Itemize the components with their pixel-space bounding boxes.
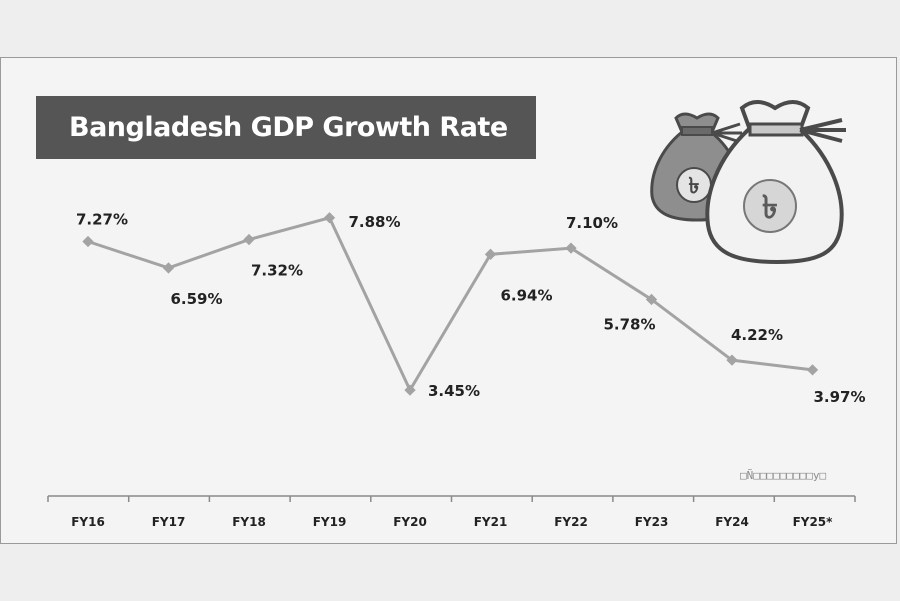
data-label-fy22: 7.10%: [566, 214, 618, 232]
data-point-fy19: [323, 212, 336, 224]
data-label-fy24: 4.22%: [731, 326, 783, 344]
watermark-text: □Ñ□□□□□□□□□y□: [740, 469, 827, 482]
data-point-fy20: [404, 384, 416, 396]
x-tick-label-fy22: FY22: [554, 515, 588, 529]
data-point-fy24: [726, 354, 738, 366]
x-axis-tick-labels: FY16 FY17 FY18 FY19 FY20 FY21 FY22 FY23 FY24 FY25…: [71, 515, 833, 529]
data-label-fy19: 7.88%: [348, 213, 400, 231]
data-label-fy16: 7.27%: [76, 211, 128, 229]
x-tick-label-fy18: FY18: [232, 515, 266, 529]
x-tick-label-fy23: FY23: [635, 515, 669, 529]
data-point-fy21: [484, 248, 497, 260]
taka-sign-icon: ৳: [762, 188, 778, 226]
x-axis-ticks: [47, 496, 856, 502]
money-bag-icon: ৳: [705, 100, 846, 265]
data-label-fy21: 6.94%: [500, 286, 552, 304]
data-label-fy25-star: 3.97%: [813, 388, 865, 406]
data-point-fy25-star: [806, 364, 819, 376]
chart-title: Bangladesh GDP Growth Rate: [69, 112, 508, 143]
data-label-fy17: 6.59%: [170, 290, 222, 308]
money-bags-icon: ৳ ৳: [650, 100, 846, 265]
title-banner: Bangladesh GDP Growth Rate: [36, 96, 536, 159]
data-point-fy17: [162, 262, 175, 274]
x-tick-label-fy20: FY20: [393, 515, 427, 529]
x-tick-label-fy19: FY19: [313, 515, 347, 529]
data-label-fy18: 7.32%: [251, 262, 303, 280]
data-point-fy16: [82, 235, 94, 248]
data-point-fy23: [645, 293, 658, 306]
data-label-fy23: 5.78%: [603, 315, 655, 333]
data-point-fy18: [243, 233, 255, 246]
x-tick-label-fy16: FY16: [71, 515, 105, 529]
x-tick-label-fy24: FY24: [715, 515, 749, 529]
x-tick-label-fy17: FY17: [152, 515, 186, 529]
data-label-fy20: 3.45%: [428, 382, 480, 400]
taka-sign-icon: ৳: [689, 174, 700, 199]
series-line: [87, 215, 813, 394]
x-tick-label-fy21: FY21: [474, 515, 508, 529]
data-labels: 7.27% 6.59% 7.32% 7.88% 3.45% 6.94% 7.10% 5.78%…: [76, 211, 866, 406]
data-point-fy22: [565, 242, 577, 254]
x-tick-label-fy25-star: FY25*: [793, 515, 834, 529]
